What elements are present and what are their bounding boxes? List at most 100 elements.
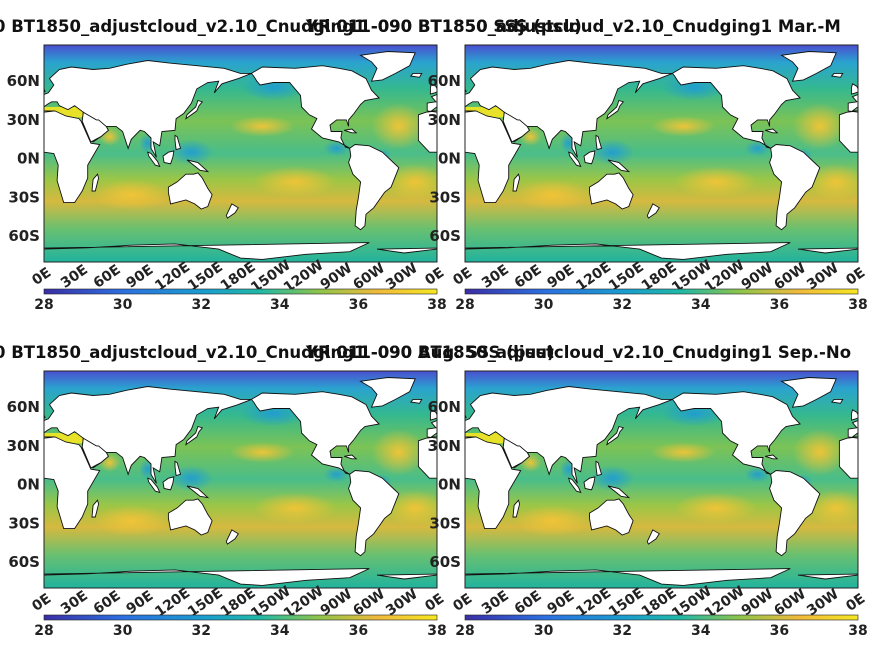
colorbar-tick-label: 38	[848, 297, 867, 313]
lat-tick-label: 60S	[429, 553, 461, 571]
land-newguinea	[186, 485, 210, 499]
salinity-feature	[93, 505, 170, 537]
colorbar-tick-label: 34	[270, 623, 290, 639]
land-nam	[671, 65, 802, 149]
land-antarctica	[465, 568, 791, 588]
colorbar-tick-label: 36	[349, 297, 368, 313]
salinity-feature	[805, 489, 858, 526]
lon-tick-label: 30E	[479, 262, 512, 292]
land-sumatra	[568, 477, 582, 494]
land-greenland	[780, 377, 837, 408]
lat-tick-label: 30S	[429, 514, 461, 532]
land-japan	[185, 99, 204, 120]
lon-tick-label: 0E	[422, 265, 447, 289]
colorbar-tick-label: 28	[455, 623, 474, 639]
lon-tick-label: 60E	[91, 588, 124, 618]
lat-tick-label: 30N	[428, 437, 461, 455]
land-eurasia	[847, 94, 858, 113]
map-field	[44, 371, 437, 588]
lon-tick-label: 90E	[123, 262, 156, 292]
land-philippines	[595, 460, 603, 477]
land-japan	[606, 99, 625, 120]
salinity-feature	[792, 103, 848, 150]
land-africa	[44, 436, 101, 530]
panel-title: 0 BT1850_adjustcloud_v2.10_Cnudging1	[0, 17, 366, 36]
land-australia	[167, 498, 213, 536]
salinity-feature	[371, 103, 427, 150]
land-uk	[851, 409, 858, 421]
land-antarctica	[44, 568, 370, 588]
land-eurasia	[847, 420, 858, 439]
lon-tick-label: 0E	[29, 591, 54, 615]
salinity-feature	[323, 466, 350, 483]
salinity-feature	[792, 429, 848, 476]
land-sumatra	[568, 151, 582, 168]
lat-tick-label: 60N	[428, 398, 461, 416]
panel-title: 0 BT1850_adjustcloud_v2.10_Cnudging1	[0, 343, 366, 362]
salinity-feature	[590, 139, 635, 166]
land-iceland	[830, 72, 844, 78]
land-eurasia	[426, 420, 437, 439]
salinity-feature	[384, 489, 437, 526]
colorbar-tick-label: 38	[427, 623, 446, 639]
land-nam	[250, 391, 381, 475]
lat-tick-label: 60N	[428, 72, 461, 90]
salinity-feature	[674, 166, 758, 198]
map-field	[44, 45, 437, 262]
land-africa	[465, 436, 522, 530]
land-africa	[838, 436, 858, 479]
salinity-feature	[674, 492, 758, 524]
land-nz	[225, 203, 239, 219]
land-antarctica	[797, 247, 858, 262]
lat-tick-label: 30S	[429, 188, 461, 206]
panel-title-overlap: YR 011-090 BT1850 SSS (psu)	[305, 17, 582, 36]
colorbar-tick-label: 38	[427, 297, 446, 313]
colorbar-tick-label: 38	[848, 623, 867, 639]
map-field	[465, 45, 858, 262]
salinity-feature	[253, 166, 337, 198]
lon-tick-label: 0E	[450, 265, 475, 289]
lon-tick-label: 60E	[512, 262, 545, 292]
land-newguinea	[607, 485, 631, 499]
land-newguinea	[186, 159, 210, 173]
lon-tick-label: 30W	[383, 586, 421, 619]
land-greenland	[359, 377, 416, 408]
lon-tick-label: 30W	[804, 586, 842, 619]
lon-tick-label: 90W	[739, 586, 777, 619]
lon-tick-label: 0E	[450, 591, 475, 615]
land-nz	[646, 529, 660, 545]
land-greenland	[359, 51, 416, 82]
land-nz	[225, 529, 239, 545]
land-borneo	[162, 476, 175, 491]
land-madagascar	[512, 173, 521, 192]
colorbar-tick-label: 34	[270, 297, 290, 313]
land-cuba	[344, 454, 358, 460]
lon-tick-label: 30W	[804, 260, 842, 293]
colorbar-tick-label: 36	[349, 623, 368, 639]
salinity-feature	[229, 442, 296, 463]
colorbar-tick-label: 28	[455, 297, 474, 313]
salinity-feature	[650, 116, 717, 137]
lat-tick-label: 0N	[17, 476, 40, 494]
lat-tick-label: 60S	[8, 553, 40, 571]
lat-tick-label: 30S	[8, 514, 40, 532]
colorbar-tick-label: 30	[113, 297, 133, 313]
land-sumatra	[147, 151, 161, 168]
land-arabia	[81, 437, 109, 469]
salinity-feature	[744, 140, 771, 157]
land-cuba	[344, 128, 358, 134]
land-iceland	[409, 72, 423, 78]
land-borneo	[583, 476, 596, 491]
land-uk	[429, 409, 437, 421]
lat-tick-label: 60S	[429, 227, 461, 245]
colorbar-tick-label: 32	[191, 297, 210, 313]
colorbar-tick-label: 36	[770, 297, 789, 313]
lat-tick-label: 0N	[17, 150, 40, 168]
lat-tick-label: 60S	[8, 227, 40, 245]
land-sam	[769, 470, 821, 557]
land-nam	[250, 65, 381, 149]
colorbar-tick-label: 36	[770, 623, 789, 639]
salinity-feature	[590, 465, 635, 492]
